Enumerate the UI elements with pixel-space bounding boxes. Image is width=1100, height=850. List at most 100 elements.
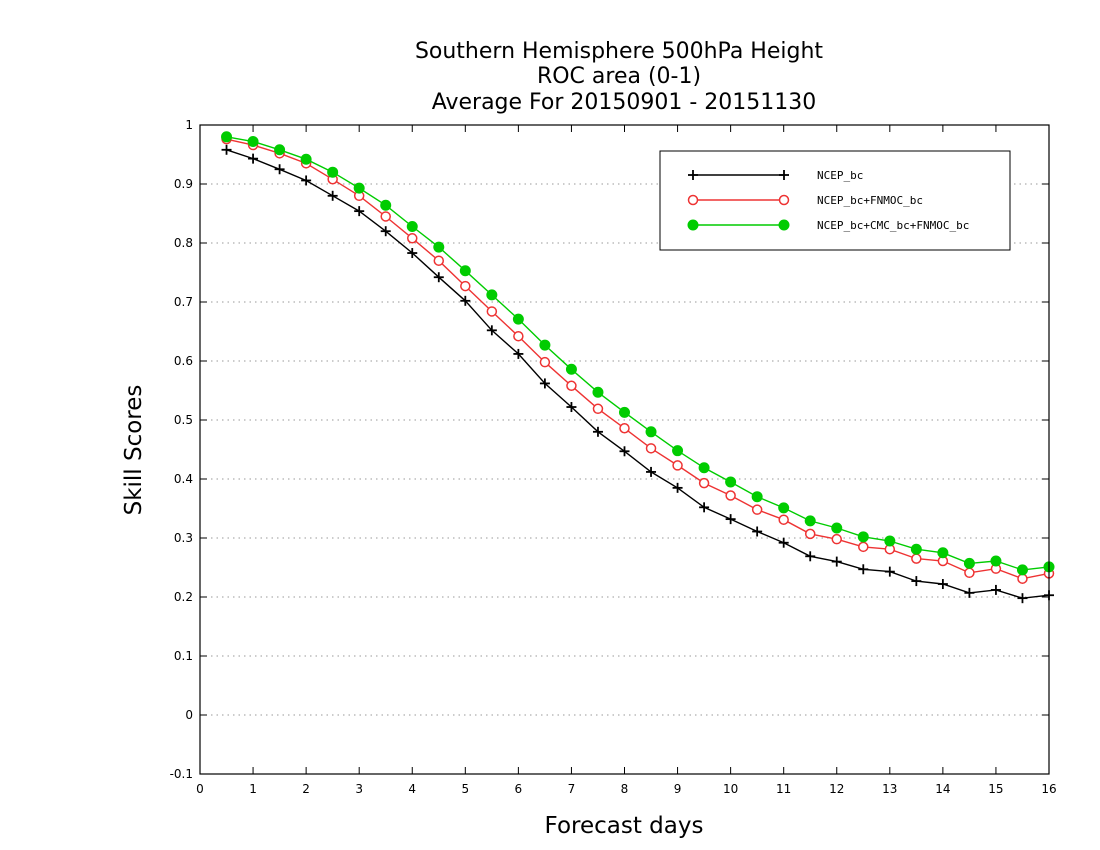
y-tick-label: 0.2 — [174, 590, 193, 604]
y-tick-label: 0.3 — [174, 531, 193, 545]
data-point — [566, 402, 577, 413]
x-tick-label: 0 — [196, 782, 204, 796]
series-layer — [221, 131, 1055, 604]
data-point — [592, 426, 603, 437]
data-point — [592, 403, 604, 415]
data-point — [725, 514, 736, 525]
data-point — [672, 482, 683, 493]
data-point — [592, 386, 604, 398]
data-point — [725, 490, 736, 501]
data-point — [857, 531, 869, 543]
data-point — [619, 406, 630, 418]
x-tick-label: 16 — [1041, 782, 1056, 796]
series-2 — [221, 133, 1055, 584]
x-axis: 0 1 2 3 4 5 6 7 8 9 10 11 12 13 14 15 16 — [196, 125, 1057, 796]
data-point — [354, 206, 365, 217]
x-tick-label: 9 — [674, 782, 682, 796]
data-point — [963, 557, 975, 569]
x-tick-label: 7 — [568, 782, 576, 796]
data-point — [646, 466, 657, 477]
data-point — [804, 515, 816, 527]
data-point — [751, 504, 763, 515]
y-tick-label: 0.6 — [174, 354, 193, 368]
legend-item-2: NCEP_bc+FNMOC_bc — [687, 194, 923, 207]
data-point — [831, 533, 842, 545]
data-point — [672, 445, 684, 457]
data-point — [752, 526, 763, 537]
data-point — [831, 556, 842, 567]
data-point — [539, 356, 551, 368]
x-axis-title: Forecast days — [545, 813, 704, 839]
y-tick-label: 0.8 — [174, 236, 193, 250]
data-point — [274, 144, 286, 156]
series-line-1 — [226, 149, 1050, 599]
x-tick-label: 14 — [935, 782, 950, 796]
data-point — [353, 182, 365, 194]
data-point — [778, 502, 790, 514]
x-tick-label: 15 — [988, 782, 1003, 796]
data-point — [698, 462, 710, 474]
x-tick-label: 2 — [302, 782, 310, 796]
data-point — [327, 166, 339, 178]
data-point — [327, 190, 338, 201]
data-point — [778, 514, 789, 525]
data-point — [513, 330, 524, 342]
data-point — [725, 476, 737, 488]
y-axis-title: Skill Scores — [121, 385, 147, 516]
data-point — [884, 566, 895, 577]
data-point — [539, 339, 551, 351]
data-point — [248, 153, 259, 164]
legend-marker-right — [778, 219, 790, 231]
data-point — [486, 289, 498, 301]
data-point — [1017, 593, 1028, 604]
legend-label: NCEP_bc — [817, 169, 863, 182]
x-tick-label: 4 — [408, 782, 416, 796]
x-tick-label: 6 — [515, 782, 523, 796]
legend-marker-left — [687, 219, 699, 231]
y-tick-label: 0.1 — [174, 649, 193, 663]
y-tick-label: 0.7 — [174, 295, 193, 309]
data-point — [964, 567, 975, 579]
data-point — [460, 280, 471, 292]
x-tick-label: 1 — [249, 782, 257, 796]
data-point — [512, 313, 524, 325]
data-point — [1016, 564, 1028, 576]
data-point — [672, 460, 683, 471]
legend-marker-left — [687, 194, 699, 206]
data-point — [645, 426, 657, 438]
data-point — [910, 543, 922, 555]
y-tick-label: 0.9 — [174, 177, 193, 191]
data-point — [486, 325, 497, 336]
y-tick-label: 1 — [185, 118, 193, 132]
data-point — [1017, 573, 1028, 584]
legend-marker-left — [688, 170, 698, 180]
data-point — [858, 541, 869, 553]
data-point — [221, 144, 232, 155]
legend-item-3: NCEP_bc+CMC_bc+FNMOC_bc — [687, 219, 969, 232]
x-tick-label: 10 — [723, 782, 738, 796]
legend-label: NCEP_bc+CMC_bc+FNMOC_bc — [817, 219, 969, 232]
x-tick-label: 5 — [461, 782, 469, 796]
y-tick-label: -0.1 — [170, 767, 193, 781]
data-point — [460, 295, 471, 306]
data-point — [805, 551, 816, 562]
data-point — [433, 272, 444, 283]
data-point — [539, 378, 550, 389]
data-point — [433, 241, 445, 253]
data-point — [380, 199, 392, 211]
data-point — [884, 535, 896, 547]
data-point — [565, 363, 577, 375]
data-point — [858, 564, 869, 575]
data-point — [406, 220, 418, 232]
data-point — [566, 380, 577, 392]
data-point — [247, 136, 259, 148]
data-point — [937, 579, 948, 590]
data-point — [433, 255, 445, 266]
data-point — [407, 248, 418, 259]
data-point — [300, 153, 312, 165]
data-point — [486, 306, 498, 317]
series-1 — [221, 144, 1054, 604]
data-point — [407, 233, 418, 244]
